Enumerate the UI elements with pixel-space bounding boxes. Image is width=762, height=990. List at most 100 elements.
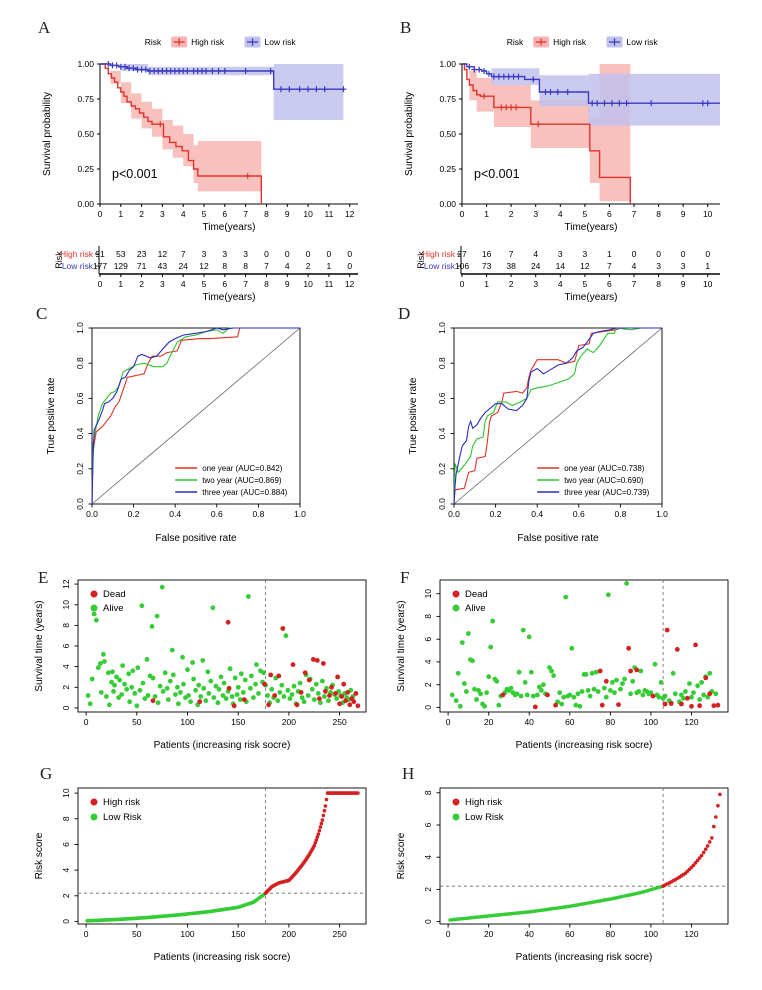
x-tick-label: 6 [222, 209, 227, 219]
risk-count: 12 [580, 261, 590, 271]
y-tick-label: 4 [61, 664, 71, 669]
table-tick-label: 2 [509, 279, 514, 289]
dead-points [150, 619, 361, 709]
axes: 0 20 40 60 80 100 120 0 2 4 6 8 10 Patients (increasi… [396, 579, 729, 751]
panel-roc-train: C 0.0 0.0 0.2 0.2 0.4 0.4 0.6 0.6 0.8 0.8 1.0 1.0 Fa… [28, 302, 380, 568]
y-tick-label: 1.0 [75, 322, 85, 334]
data-point [205, 669, 211, 675]
data-point [313, 681, 319, 687]
y-tick-label: 4 [61, 867, 71, 872]
data-point [159, 584, 165, 590]
legend-label: High risk [103, 797, 140, 808]
data-point [240, 690, 246, 695]
table-x-axis-title: Time(years) [565, 292, 618, 303]
data-point [130, 668, 136, 674]
risk-count: 177 [93, 261, 107, 271]
y-tick-label: 0.0 [75, 498, 85, 510]
data-point [699, 680, 704, 685]
legend-label: three year (AUC=0.739) [564, 488, 649, 497]
legend-label: two year (AUC=0.869) [202, 476, 282, 485]
legend-key-dot [90, 590, 98, 598]
table-tick-label: 7 [243, 279, 248, 289]
risk-score-dot [322, 808, 327, 813]
x-tick-label: 1.0 [656, 509, 668, 519]
data-point [173, 692, 178, 697]
data-point [670, 670, 676, 676]
panel-riskscore-test: H 0 20 40 60 80 100 120 0 2 4 6 8 Patients (increasi… [390, 760, 742, 984]
data-point [289, 692, 295, 697]
y-tick-label: 0.8 [75, 357, 85, 369]
y-axis-title: True positive rate [408, 377, 419, 454]
data-point [180, 654, 185, 660]
data-point [150, 675, 156, 681]
data-point [206, 691, 212, 696]
data-point [287, 696, 293, 701]
risk-score-dot [695, 858, 700, 863]
data-point [353, 691, 359, 696]
data-point [120, 663, 125, 668]
km-chart-test: 0.000.250.500.751.000 1 2 3 4 5 6 7 8 9 10Time(yea… [404, 36, 720, 303]
risk-score-dot [356, 791, 360, 795]
data-point [318, 700, 323, 706]
data-point [142, 696, 148, 701]
legend: Dead Alive [90, 589, 126, 614]
roc-curve [453, 327, 662, 505]
x-tick-label: 3 [533, 209, 538, 219]
data-point [191, 676, 197, 682]
risk-count: 12 [158, 249, 168, 259]
x-tick-label: 12 [345, 209, 355, 219]
curve-High-risk [100, 63, 262, 204]
data-point [285, 687, 291, 693]
data-point [711, 703, 717, 709]
y-tick-label: 6 [423, 637, 433, 642]
data-point [524, 692, 530, 698]
data-point [630, 678, 636, 684]
data-point [269, 686, 275, 692]
p-value: p<0.001 [112, 167, 158, 181]
risk-count: 23 [137, 249, 147, 259]
axes: 0 50 100 150 200 250 0 2 4 6 8 10 Patients (increasi… [34, 787, 367, 963]
risk-count: 1 [705, 261, 710, 271]
data-point [164, 685, 170, 691]
risk-score-dot [323, 804, 328, 808]
data-point [135, 665, 141, 671]
panel-label-a: A [38, 18, 51, 37]
y-tick-label: 0.6 [75, 392, 85, 404]
table-tick-label: 4 [558, 279, 563, 289]
table-tick-label: 2 [139, 279, 144, 289]
dead-points [500, 627, 721, 710]
data-point [486, 674, 492, 680]
y-axis-title: Survival probability [404, 92, 415, 176]
risk-count: 3 [656, 261, 661, 271]
risk-count: 53 [116, 249, 126, 259]
table-tick-label: 6 [607, 279, 612, 289]
roc-curve [91, 327, 300, 505]
x-tick-label: 1 [484, 209, 489, 219]
legend-label: Alive [103, 603, 124, 614]
x-tick-label: 8 [264, 209, 269, 219]
data-point [145, 693, 151, 698]
y-tick-label: 6 [61, 643, 71, 648]
data-point [612, 690, 617, 696]
risk-count: 71 [137, 261, 147, 271]
data-point [683, 689, 688, 694]
data-point [640, 692, 646, 698]
y-tick-label: 2 [61, 685, 71, 690]
roc-curve [453, 327, 662, 505]
data-point [573, 702, 579, 708]
censor-marks [466, 63, 711, 107]
data-point [482, 703, 487, 709]
y-tick-label: 0.25 [77, 164, 94, 174]
data-point [208, 678, 214, 684]
y-tick-label: 0 [61, 705, 71, 710]
axes: 0.000.250.500.751.000 1 2 3 4 5 6 7 8 9 10 11 12Time… [42, 59, 358, 233]
data-point [248, 685, 253, 691]
data-point [309, 686, 315, 692]
data-point [329, 684, 334, 690]
risk-score-dot [710, 836, 714, 840]
confidence-ribbons [100, 64, 344, 192]
table-tick-label: 5 [583, 279, 588, 289]
x-tick-label: 0.2 [128, 509, 140, 519]
